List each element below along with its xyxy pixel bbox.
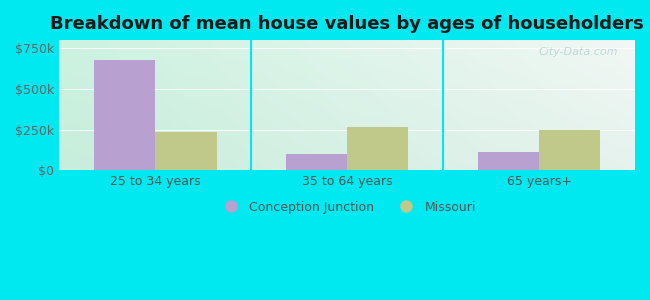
Text: City-Data.com: City-Data.com (538, 46, 617, 57)
Bar (539, 130, 601, 170)
Bar (347, 127, 408, 170)
Bar (478, 152, 539, 170)
Bar (94, 60, 155, 170)
Legend: Conception Junction, Missouri: Conception Junction, Missouri (213, 196, 481, 219)
Bar (155, 132, 216, 170)
Title: Breakdown of mean house values by ages of householders: Breakdown of mean house values by ages o… (50, 15, 644, 33)
Bar (285, 154, 347, 170)
